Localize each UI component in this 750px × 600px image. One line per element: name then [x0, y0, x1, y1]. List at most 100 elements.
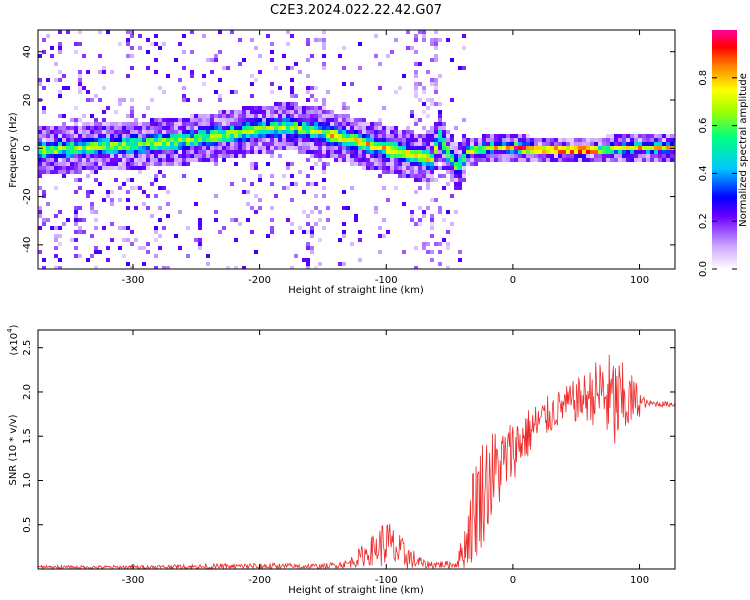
heatmap-cell [374, 142, 378, 146]
heatmap-cell [174, 162, 178, 166]
heatmap-cell [254, 146, 258, 150]
heatmap-cell [486, 154, 490, 158]
heatmap-cell [422, 34, 426, 38]
snr-y-tick-label: 2.5 [22, 340, 33, 356]
heatmap-cell [498, 134, 502, 138]
heatmap-cell [518, 158, 522, 162]
heatmap-cell [46, 134, 50, 138]
heatmap-cell [302, 130, 306, 134]
heatmap-cell [310, 210, 314, 214]
heatmap-cell [42, 218, 46, 222]
heatmap-cell [214, 130, 218, 134]
heatmap-cell [638, 142, 642, 146]
heatmap-cell [266, 146, 270, 150]
heatmap-cell [62, 146, 66, 150]
heatmap-cell [642, 146, 646, 150]
heatmap-cell [106, 150, 110, 154]
heatmap-cell [406, 138, 410, 142]
heatmap-cell [522, 142, 526, 146]
heatmap-cell [274, 146, 278, 150]
heatmap-cell [154, 146, 158, 150]
heatmap-cell [62, 154, 66, 158]
heatmap-cell [174, 126, 178, 130]
heatmap-cell [322, 106, 326, 110]
heatmap-cell [310, 154, 314, 158]
heatmap-cell [598, 150, 602, 154]
heatmap-cell [98, 146, 102, 150]
heatmap-cell [318, 146, 322, 150]
heatmap-cell [478, 158, 482, 162]
heatmap-cell [322, 194, 326, 198]
heatmap-cell [78, 162, 82, 166]
heatmap-cell [594, 158, 598, 162]
heatmap-cell [138, 46, 142, 50]
heatmap-cell [366, 154, 370, 158]
heatmap-cell [74, 190, 78, 194]
heatmap-cell [62, 162, 66, 166]
heatmap-cell [182, 130, 186, 134]
heatmap-cell [270, 130, 274, 134]
heatmap-cell [234, 218, 238, 222]
heatmap-cell [254, 194, 258, 198]
heatmap-cell [666, 146, 670, 150]
heatmap-cell [658, 154, 662, 158]
heatmap-cell [94, 226, 98, 230]
heatmap-cell [514, 158, 518, 162]
heatmap-cell [70, 134, 74, 138]
heatmap-cell [426, 206, 430, 210]
heatmap-cell [194, 238, 198, 242]
heatmap-cell [570, 150, 574, 154]
heatmap-cell [126, 126, 130, 130]
heatmap-cell [114, 166, 118, 170]
heatmap-cell [242, 130, 246, 134]
heatmap-cell [102, 142, 106, 146]
heatmap-cell [294, 106, 298, 110]
heatmap-cell [378, 62, 382, 66]
heatmap-cell [86, 162, 90, 166]
heatmap-cell [434, 58, 438, 62]
heatmap-cell [78, 226, 82, 230]
heatmap-cell [46, 218, 50, 222]
heatmap-cell [178, 154, 182, 158]
heatmap-cell [330, 154, 334, 158]
heatmap-cell [426, 186, 430, 190]
heatmap-cell [350, 126, 354, 130]
heatmap-cell [258, 130, 262, 134]
heatmap-cell [378, 250, 382, 254]
heatmap-cell [254, 46, 258, 50]
heatmap-cell [82, 126, 86, 130]
heatmap-cell [310, 114, 314, 118]
heatmap-cell [110, 198, 114, 202]
heatmap-cell [646, 138, 650, 142]
heatmap-cell [106, 126, 110, 130]
heatmap-cell [666, 158, 670, 162]
heatmap-cell [450, 154, 454, 158]
heatmap-cell [462, 166, 466, 170]
heatmap-cell [290, 146, 294, 150]
heatmap-cell [478, 138, 482, 142]
heatmap-cell [142, 130, 146, 134]
heatmap-cell [522, 134, 526, 138]
heatmap-cell [382, 138, 386, 142]
heatmap-cell [462, 170, 466, 174]
heatmap-cell [666, 134, 670, 138]
heatmap-cell [234, 118, 238, 122]
heatmap-cell [46, 130, 50, 134]
heatmap-cell [186, 122, 190, 126]
heatmap-cell [174, 122, 178, 126]
heatmap-cell [122, 162, 126, 166]
heatmap-cell [166, 190, 170, 194]
heatmap-cell [414, 138, 418, 142]
heatmap-cell [402, 158, 406, 162]
heatmap-cell [406, 158, 410, 162]
heatmap-cell [214, 150, 218, 154]
heatmap-cell [158, 162, 162, 166]
heatmap-cell [70, 138, 74, 142]
heatmap-cell [258, 206, 262, 210]
heatmap-cell [94, 126, 98, 130]
heatmap-cell [66, 130, 70, 134]
heatmap-cell [130, 150, 134, 154]
heatmap-cell [386, 54, 390, 58]
heatmap-cell [242, 266, 246, 269]
